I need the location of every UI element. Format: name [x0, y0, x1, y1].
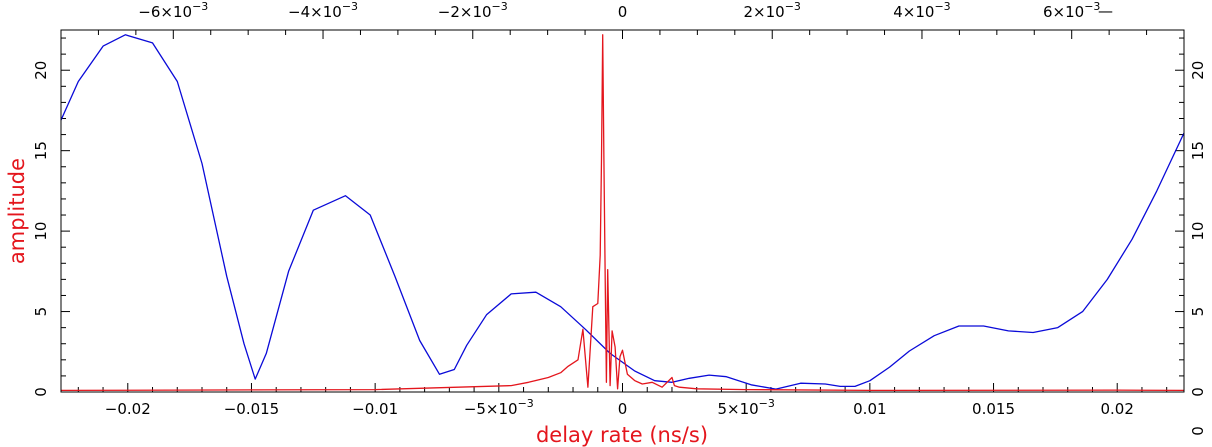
bottom-tick-label: 0.015 — [972, 400, 1015, 418]
top-tick-label: −6×10−3 — [138, 0, 208, 21]
left-tick-label: 5 — [32, 307, 50, 317]
bottom-tick-label: −0.02 — [105, 400, 151, 418]
bottom-tick-label: 0 — [618, 400, 628, 418]
left-tick-label: 20 — [32, 61, 50, 80]
top-tick-label: 4×10−3 — [893, 0, 950, 21]
top-tick-label: −4×10−3 — [288, 0, 358, 21]
top-tick-label: −2×10−3 — [438, 0, 508, 21]
plot-frame — [60, 29, 1185, 393]
bottom-tick-label: 0.02 — [1101, 400, 1134, 418]
top-tick-label: 2×10−3 — [744, 0, 801, 21]
right-tick-label: 5 — [1189, 307, 1207, 317]
top-tick-label: 0 — [618, 3, 628, 21]
bottom-tick-label: −0.015 — [224, 400, 280, 418]
bottom-tick-label: −0.01 — [352, 400, 398, 418]
top-right-dash: — — [1098, 2, 1113, 20]
series-line-0 — [60, 34, 1185, 390]
bottom-tick-label: 5×10−3 — [717, 397, 774, 418]
top-tick-label: 6×10−3 — [1043, 0, 1100, 21]
right-zero-label: 0 — [1189, 426, 1207, 436]
right-tick-label: 10 — [1189, 222, 1207, 241]
series-line-1 — [60, 34, 1185, 392]
right-tick-label: 15 — [1189, 141, 1207, 160]
left-tick-label: 0 — [32, 387, 50, 397]
left-tick-label: 10 — [32, 222, 50, 241]
left-tick-label: 15 — [32, 141, 50, 160]
bottom-tick-label: 0.01 — [853, 400, 886, 418]
y-axis-label: amplitude — [5, 158, 29, 264]
bottom-tick-label: −5×10−3 — [464, 397, 534, 418]
x-axis-label: delay rate (ns/s) — [536, 423, 708, 447]
right-tick-label: 20 — [1189, 61, 1207, 80]
right-tick-label: 0 — [1189, 387, 1207, 397]
